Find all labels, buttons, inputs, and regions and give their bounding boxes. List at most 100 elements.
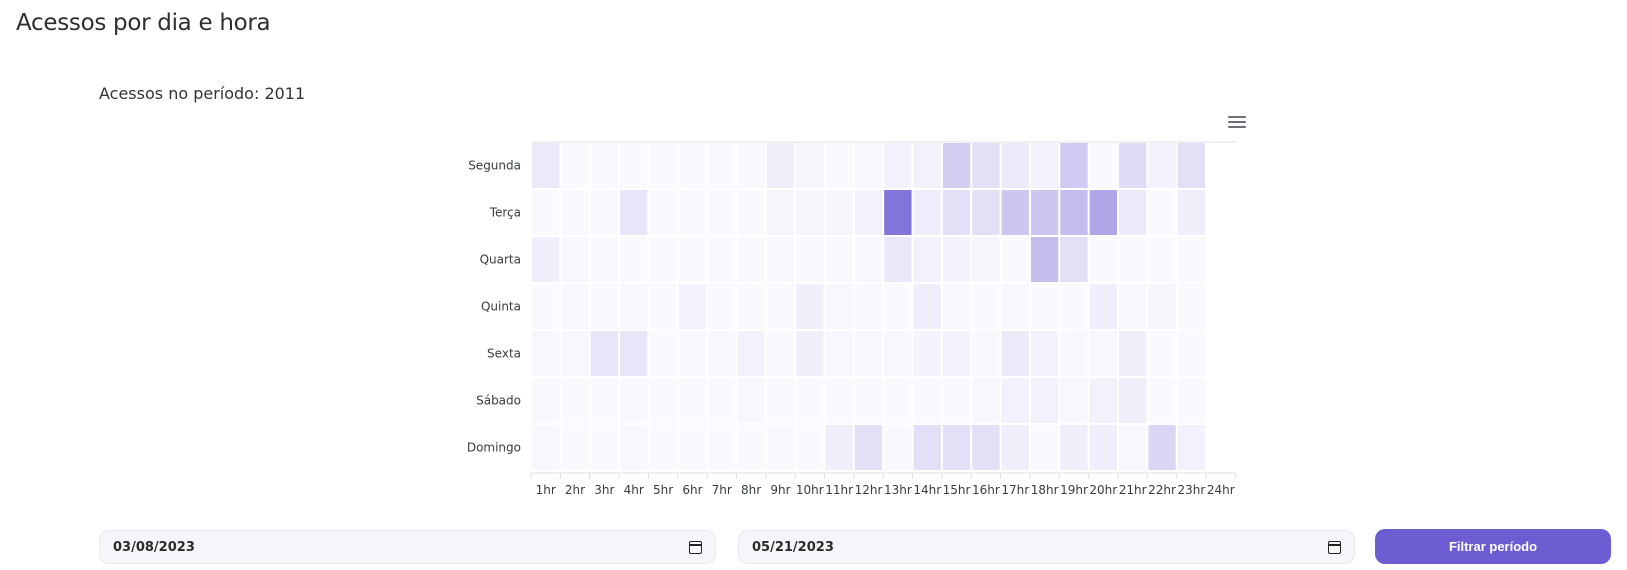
heatmap-cell[interactable] [1089,284,1117,329]
heatmap-cell[interactable] [620,284,648,329]
heatmap-cell[interactable] [1089,378,1117,423]
heatmap-cell[interactable] [708,331,736,376]
heatmap-cell[interactable] [854,237,883,282]
heatmap-cell[interactable] [649,237,676,282]
heatmap-cell[interactable] [620,190,648,235]
heatmap-cell[interactable] [1119,284,1147,329]
heatmap-cell[interactable] [972,190,1000,235]
heatmap-cell[interactable] [826,143,853,188]
heatmap-cell[interactable] [825,284,853,329]
heatmap-cell[interactable] [1060,378,1088,423]
heatmap-cell[interactable] [708,378,735,423]
heatmap-cell[interactable] [532,284,559,329]
heatmap-cell[interactable] [1030,190,1059,235]
heatmap-cell[interactable] [1177,190,1206,235]
heatmap-cell[interactable] [854,190,883,235]
heatmap-cell[interactable] [708,190,735,235]
heatmap-cell[interactable] [737,331,765,376]
heatmap-cell[interactable] [679,378,706,423]
heatmap-cell[interactable] [678,284,707,329]
heatmap-cell[interactable] [884,284,911,329]
heatmap-cell[interactable] [972,331,1000,376]
heatmap-cell[interactable] [591,143,618,188]
heatmap-cell[interactable] [737,425,764,470]
heatmap-cell[interactable] [649,378,676,423]
heatmap-cell[interactable] [942,425,971,470]
heatmap-cell[interactable] [1001,378,1029,423]
heatmap-cell[interactable] [737,237,765,282]
heatmap-cell[interactable] [679,425,706,470]
heatmap-cell[interactable] [913,425,941,470]
heatmap-cell[interactable] [854,425,883,470]
heatmap-cell[interactable] [1177,425,1206,470]
heatmap-cell[interactable] [561,425,588,470]
heatmap-cell[interactable] [914,378,941,423]
heatmap-cell[interactable] [1001,284,1029,329]
heatmap-cell[interactable] [854,331,883,376]
heatmap-cell[interactable] [1178,284,1205,329]
heatmap-cell[interactable] [561,284,589,329]
heatmap-cell[interactable] [708,237,735,282]
heatmap-cell[interactable] [913,143,941,188]
heatmap-cell[interactable] [855,378,882,423]
heatmap-cell[interactable] [1031,425,1058,470]
heatmap-cell[interactable] [1119,425,1147,470]
heatmap-cell[interactable] [532,378,560,423]
heatmap-cell[interactable] [1178,237,1205,282]
heatmap-cell[interactable] [884,331,912,376]
heatmap-cell[interactable] [972,143,1000,188]
end-date-input[interactable]: 05/21/2023 [738,530,1355,564]
heatmap-cell[interactable] [737,190,764,235]
heatmap-cell[interactable] [679,190,706,235]
heatmap-cell[interactable] [796,190,824,235]
heatmap-cell[interactable] [1002,237,1029,282]
heatmap-cell[interactable] [620,237,647,282]
heatmap-cell[interactable] [884,378,911,423]
heatmap-cell[interactable] [1148,331,1175,376]
heatmap-cell[interactable] [825,190,853,235]
heatmap-cell[interactable] [620,331,648,376]
heatmap-cell[interactable] [532,425,560,470]
heatmap-cell[interactable] [620,143,647,188]
heatmap-cell[interactable] [1089,331,1117,376]
heatmap-cell[interactable] [796,284,824,329]
heatmap-cell[interactable] [620,378,648,423]
heatmap-cell[interactable] [649,143,676,188]
heatmap-cell[interactable] [796,378,823,423]
heatmap-cell[interactable] [737,378,765,423]
heatmap-cell[interactable] [913,284,941,329]
heatmap-cell[interactable] [561,331,589,376]
heatmap-cell[interactable] [708,143,735,188]
start-date-input[interactable]: 03/08/2023 [99,530,716,564]
heatmap-cell[interactable] [825,331,853,376]
heatmap-cell[interactable] [942,331,971,376]
heatmap-cell[interactable] [1060,425,1088,470]
heatmap-cell[interactable] [942,190,971,235]
heatmap-cell[interactable] [972,284,999,329]
heatmap-cell[interactable] [766,331,795,376]
heatmap-cell[interactable] [796,237,824,282]
heatmap-cell[interactable] [766,143,795,188]
heatmap-cell[interactable] [649,331,676,376]
heatmap-cell[interactable] [913,190,941,235]
heatmap-cell[interactable] [1148,237,1175,282]
heatmap-cell[interactable] [1001,331,1029,376]
heatmap-cell[interactable] [796,143,824,188]
heatmap-cell[interactable] [1119,237,1146,282]
heatmap-cell[interactable] [708,284,735,329]
heatmap-cell[interactable] [1030,143,1059,188]
heatmap-cell[interactable] [1148,143,1176,188]
heatmap-cell[interactable] [1060,237,1088,282]
heatmap-cell[interactable] [796,331,824,376]
heatmap-cell[interactable] [1148,284,1176,329]
heatmap-cell[interactable] [1001,143,1029,188]
heatmap-cell[interactable] [561,237,589,282]
heatmap-cell[interactable] [532,331,560,376]
heatmap-cell[interactable] [913,331,941,376]
heatmap-cell[interactable] [591,378,618,423]
heatmap-cell[interactable] [767,284,794,329]
heatmap-cell[interactable] [737,284,764,329]
heatmap-cell[interactable] [972,425,1000,470]
heatmap-cell[interactable] [1090,143,1117,188]
heatmap-cell[interactable] [1030,378,1059,423]
